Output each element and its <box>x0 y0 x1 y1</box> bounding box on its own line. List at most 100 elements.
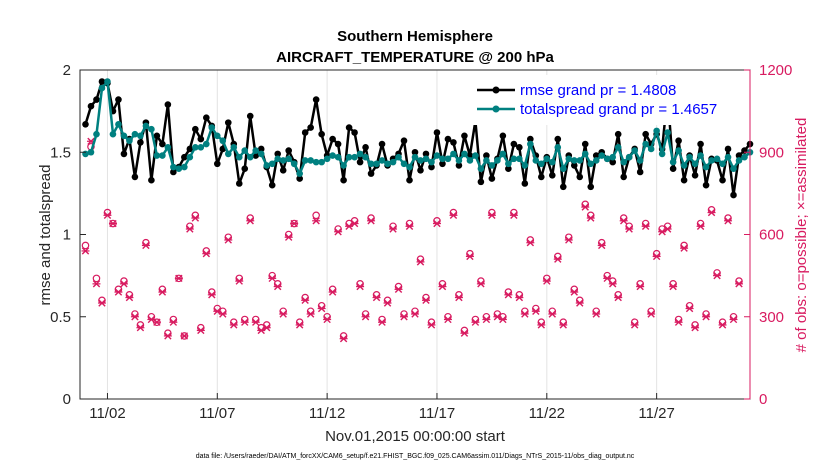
totalspread-point <box>658 150 666 158</box>
totalspread-point <box>373 160 380 168</box>
obs-possible-marker <box>312 211 320 220</box>
totalspread-point <box>98 84 106 92</box>
obs-assimilated-marker <box>438 282 447 291</box>
totalspread-point <box>636 157 644 164</box>
y-tick-label-left: 0 <box>63 391 71 408</box>
obs-assimilated-marker <box>284 233 293 241</box>
obs-assimilated-marker <box>174 274 183 283</box>
totalspread-point <box>268 160 276 168</box>
obs-assimilated-marker <box>279 310 288 318</box>
obs-assimilated-marker <box>240 318 249 326</box>
rmse-point <box>93 96 100 103</box>
totalspread-point <box>274 155 282 163</box>
obs-assimilated-marker <box>449 211 458 220</box>
obs-assimilated-marker <box>531 307 540 315</box>
rmse-point <box>362 144 369 151</box>
totalspread-point <box>592 157 600 164</box>
rmse-point <box>378 140 386 148</box>
rmse-point <box>587 183 595 191</box>
obs-assimilated-marker <box>718 321 727 329</box>
totalspread-point <box>587 160 595 168</box>
rmse-point <box>581 140 589 148</box>
obs-assimilated-marker <box>691 324 700 332</box>
obs-assimilated-marker <box>680 244 689 252</box>
rmse-point <box>691 171 699 179</box>
obs-assimilated-marker <box>553 255 562 263</box>
obs-assimilated-marker <box>328 288 337 296</box>
obs-assimilated-marker <box>339 334 348 343</box>
obs-possible-marker <box>92 274 101 283</box>
obs-assimilated-marker <box>207 291 216 299</box>
totalspread-point <box>691 160 699 168</box>
totalspread-point <box>290 160 298 168</box>
obs-assimilated-marker <box>152 318 161 326</box>
totalspread-point <box>521 162 529 169</box>
totalspread-point <box>713 155 721 163</box>
y-tick-label-left: 1 <box>63 227 71 244</box>
obs-assimilated-marker <box>180 332 189 340</box>
rmse-point <box>433 129 441 136</box>
totalspread-point <box>664 129 671 136</box>
totalspread-point <box>323 155 331 163</box>
totalspread-point <box>724 153 732 161</box>
rmse-point <box>620 173 627 181</box>
rmse-point <box>279 167 287 174</box>
totalspread-point <box>494 157 501 164</box>
obs-assimilated-marker <box>674 318 683 326</box>
totalspread-point <box>702 163 710 171</box>
totalspread-point <box>631 147 638 154</box>
obs-assimilated-marker <box>119 280 128 288</box>
rmse-point <box>318 130 325 138</box>
rmse-point <box>521 180 529 187</box>
legend-totalspread-marker <box>492 105 500 113</box>
totalspread-point <box>230 144 238 151</box>
obs-assimilated-marker <box>158 288 167 296</box>
totalspread-point <box>351 153 358 161</box>
totalspread-point <box>120 132 128 140</box>
rmse-point <box>235 180 243 187</box>
obs-assimilated-marker <box>141 241 150 250</box>
totalspread-point <box>708 157 715 164</box>
rmse-point <box>312 96 320 103</box>
obs-assimilated-marker <box>460 329 469 337</box>
rmse-point <box>98 78 106 85</box>
obs-assimilated-marker <box>81 247 90 255</box>
obs-assimilated-marker <box>383 299 392 307</box>
obs-assimilated-marker <box>400 313 409 321</box>
rmse-point <box>675 137 682 145</box>
obs-assimilated-marker <box>301 296 310 304</box>
obs-assimilated-marker <box>394 285 403 294</box>
obs-assimilated-marker <box>625 225 634 233</box>
totalspread-point <box>576 157 584 164</box>
obs-assimilated-marker <box>372 293 381 302</box>
totalspread-point <box>203 140 210 148</box>
totalspread-point <box>400 160 408 168</box>
obs-assimilated-marker <box>504 291 513 299</box>
totalspread-point <box>142 122 150 130</box>
totalspread-point <box>455 157 463 164</box>
rmse-point <box>505 165 512 172</box>
totalspread-point <box>235 153 243 161</box>
obs-assimilated-marker <box>125 293 134 302</box>
totalspread-point <box>285 155 292 163</box>
totalspread-point <box>527 140 534 148</box>
totalspread-point <box>472 152 479 159</box>
totalspread-point <box>450 150 457 158</box>
y-tick-label-left: 0.5 <box>50 309 71 326</box>
rmse-point <box>340 176 347 184</box>
rmse-point <box>477 178 485 186</box>
obs-assimilated-marker <box>471 318 480 326</box>
totalspread-point <box>148 125 155 133</box>
rmse-point <box>488 175 496 182</box>
obs-assimilated-marker <box>724 217 733 225</box>
obs-assimilated-marker <box>614 293 623 302</box>
obs-assimilated-marker <box>443 315 452 324</box>
totalspread-point <box>488 162 496 169</box>
totalspread-point <box>197 144 205 151</box>
chart-title-line2: AIRCRAFT_TEMPERATURE @ 200 hPa <box>276 49 554 66</box>
obs-assimilated-marker <box>246 217 255 225</box>
rmse-point <box>702 181 710 189</box>
rmse-point <box>428 163 435 171</box>
totalspread-point <box>680 162 688 169</box>
totalspread-point <box>554 144 562 151</box>
